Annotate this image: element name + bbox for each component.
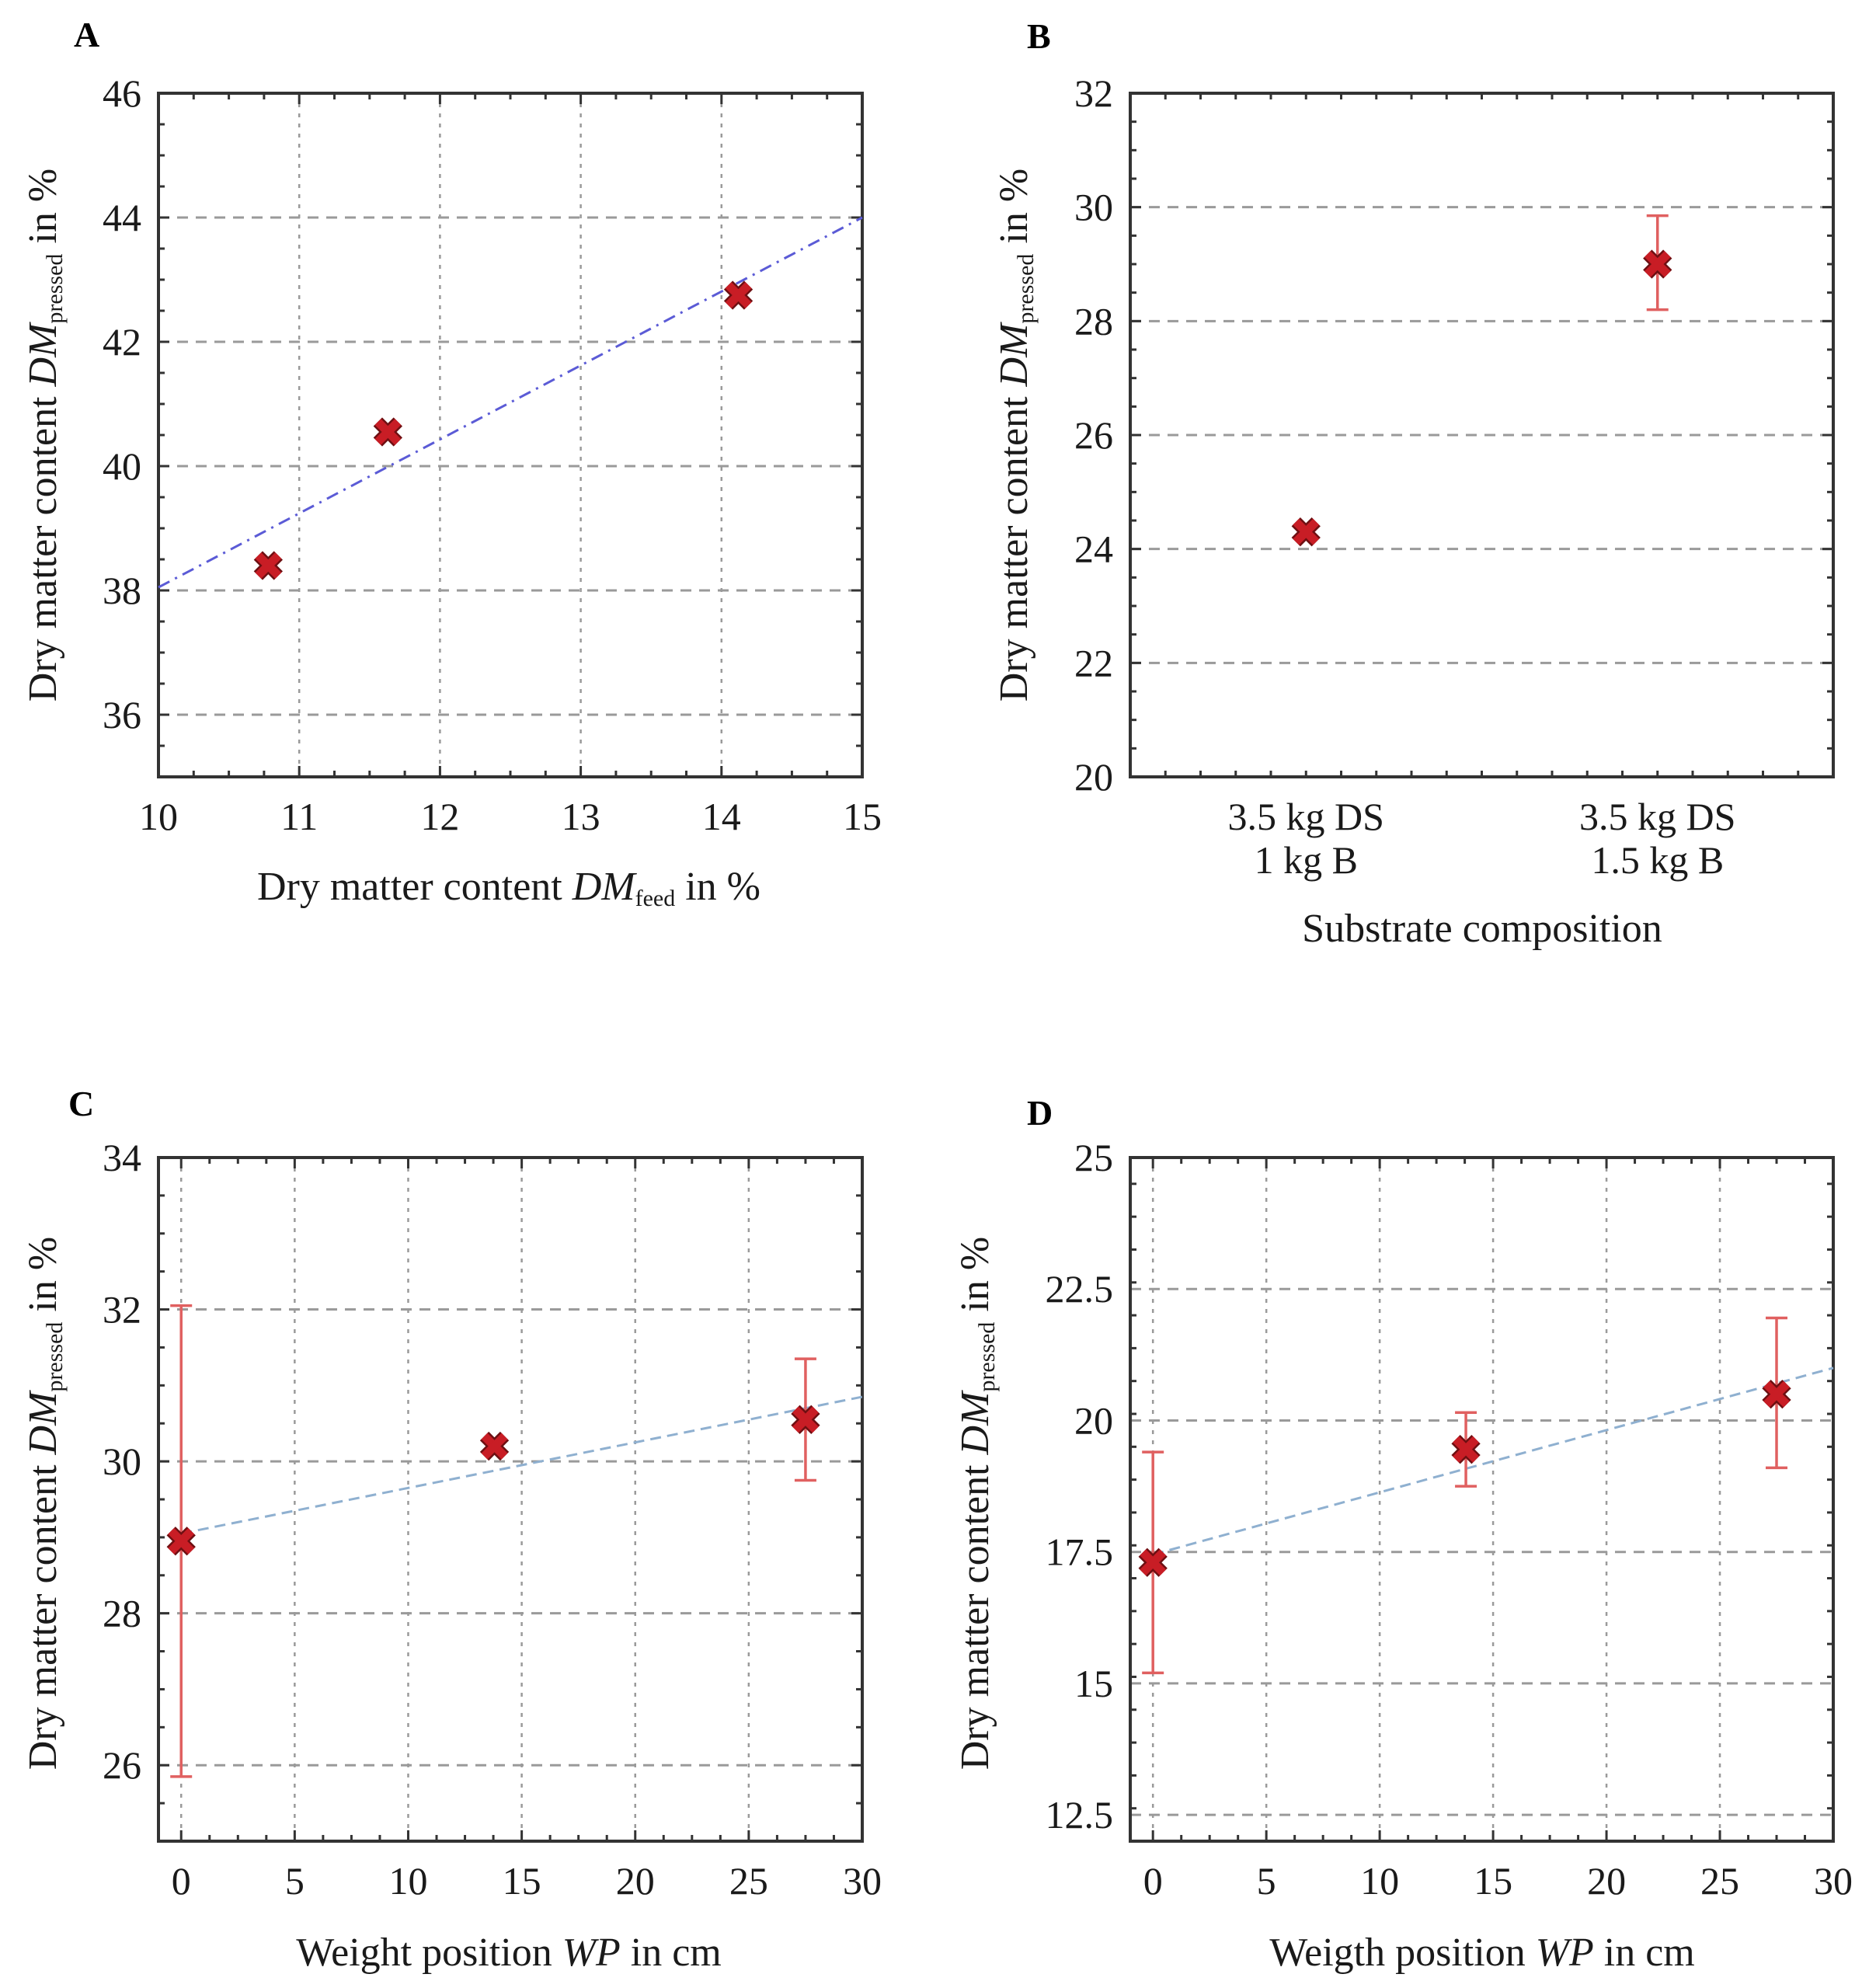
- x-axis-label-a: Dry matter content DMfeed in %: [257, 865, 760, 911]
- x-tick-label: 10: [388, 1859, 427, 1903]
- y-tick-label: 36: [103, 693, 141, 736]
- y-tick-label: 28: [1074, 299, 1113, 343]
- x-tick-label: 15: [503, 1859, 541, 1903]
- panel-label-d: D: [1027, 1093, 1053, 1133]
- y-axis-label-c: Dry matter content DMpressed in %: [21, 1237, 68, 1770]
- plot-frame: [1129, 92, 1835, 778]
- panel-label-c: C: [68, 1084, 94, 1123]
- data-point: [479, 1431, 510, 1461]
- data-point: [1643, 249, 1672, 279]
- fit-line: [158, 216, 863, 589]
- y-tick-label: 46: [103, 71, 141, 115]
- data-point: [1291, 517, 1321, 547]
- panel-a: A 36 38 40 42 44 46 10 11 12 13 14 15 Dry matter co…: [21, 15, 882, 911]
- category-label: 1 kg B: [1255, 838, 1358, 882]
- y-axis-label-b: Dry matter content DMpressed in %: [992, 169, 1039, 702]
- x-tick-label: 5: [1257, 1859, 1276, 1903]
- plot-area-d: 12.5 15 17.5 20 22.5 25 0 5 10 15 20 25 30: [1046, 1136, 1853, 1903]
- y-axis-label-a: Dry matter content DMpressed in %: [21, 169, 68, 702]
- x-tick-label: 20: [1587, 1859, 1626, 1903]
- y-tick-label: 24: [1074, 527, 1113, 571]
- x-axis-label-b: Substrate composition: [1302, 907, 1662, 951]
- y-tick-label: 26: [103, 1743, 141, 1787]
- x-tick-label: 30: [1814, 1859, 1853, 1903]
- plot-frame: [157, 92, 864, 778]
- fit-line: [180, 1395, 863, 1535]
- y-tick-label: 32: [103, 1288, 141, 1332]
- y-tick-label: 28: [103, 1592, 141, 1635]
- x-tick-label: 0: [1143, 1859, 1163, 1903]
- data-point: [253, 551, 283, 580]
- y-tick-label: 22.5: [1046, 1267, 1114, 1311]
- data-point: [1762, 1379, 1791, 1409]
- x-tick-label: 30: [843, 1859, 882, 1903]
- y-tick-label: 40: [103, 444, 141, 488]
- plot-frame: [157, 1156, 864, 1843]
- y-tick-label: 38: [103, 569, 141, 612]
- panel-label-a: A: [74, 15, 99, 54]
- y-tick-label: 20: [1074, 755, 1113, 799]
- y-tick-label: 12.5: [1046, 1793, 1114, 1837]
- y-tick-label: 34: [103, 1136, 141, 1179]
- y-tick-label: 22: [1074, 641, 1113, 684]
- y-tick-label: 30: [1074, 186, 1113, 229]
- category-label: 3.5 kg DS: [1579, 795, 1735, 838]
- x-axis-label-d: Weigth position WP in cm: [1269, 1931, 1695, 1975]
- y-tick-label: 15: [1074, 1662, 1113, 1705]
- y-tick-label: 25: [1074, 1136, 1113, 1179]
- x-tick-label: 25: [1700, 1859, 1739, 1903]
- axis-ticks: [1130, 1158, 1835, 1843]
- x-tick-label: 11: [280, 795, 318, 838]
- data-point: [166, 1527, 196, 1556]
- x-tick-label: 14: [702, 795, 741, 838]
- data-point: [723, 280, 754, 310]
- x-tick-label: 13: [562, 795, 600, 838]
- axis-ticks: [158, 1156, 864, 1843]
- y-tick-label: 32: [1074, 71, 1113, 115]
- x-tick-label: 0: [172, 1859, 191, 1903]
- plot-area-a: 36 38 40 42 44 46 10 11 12 13 14 15: [103, 71, 882, 838]
- y-tick-label: 26: [1074, 413, 1113, 457]
- y-tick-label: 42: [103, 320, 141, 364]
- y-tick-label: 20: [1074, 1398, 1113, 1442]
- panel-c: C 26 28 30 32 34 0 5 10 15 20 25 30 Weight position…: [21, 1084, 882, 1975]
- axis-ticks: [157, 92, 864, 778]
- x-tick-label: 15: [1474, 1859, 1512, 1903]
- y-tick-label: 30: [103, 1440, 141, 1483]
- data-point: [1451, 1435, 1481, 1464]
- y-tick-label: 17.5: [1046, 1530, 1114, 1574]
- y-tick-label: 44: [103, 196, 141, 239]
- x-tick-label: 10: [1360, 1859, 1399, 1903]
- category-label: 1.5 kg B: [1591, 838, 1724, 882]
- category-label: 3.5 kg DS: [1228, 795, 1384, 838]
- fit-line: [1152, 1367, 1834, 1556]
- y-axis-label-d: Dry matter content DMpressed in %: [953, 1237, 1000, 1770]
- plot-frame: [1129, 1156, 1835, 1843]
- x-axis-label-c: Weight position WP in cm: [296, 1931, 722, 1975]
- data-point: [373, 417, 403, 447]
- panel-label-b: B: [1027, 16, 1051, 56]
- x-tick-label: 15: [843, 795, 882, 838]
- data-point: [1138, 1548, 1168, 1577]
- x-tick-label: 12: [420, 795, 459, 838]
- panel-d: D 12.5 15 17.5 20 22.5 25 0 5 10 15 20 25 30 Weigth …: [953, 1093, 1853, 1975]
- plot-area-c: 26 28 30 32 34 0 5 10 15 20 25 30: [103, 1136, 882, 1903]
- x-tick-label: 25: [729, 1859, 768, 1903]
- x-tick-label: 5: [285, 1859, 305, 1903]
- data-point: [791, 1405, 820, 1434]
- x-tick-label: 10: [139, 795, 178, 838]
- x-tick-label: 20: [616, 1859, 655, 1903]
